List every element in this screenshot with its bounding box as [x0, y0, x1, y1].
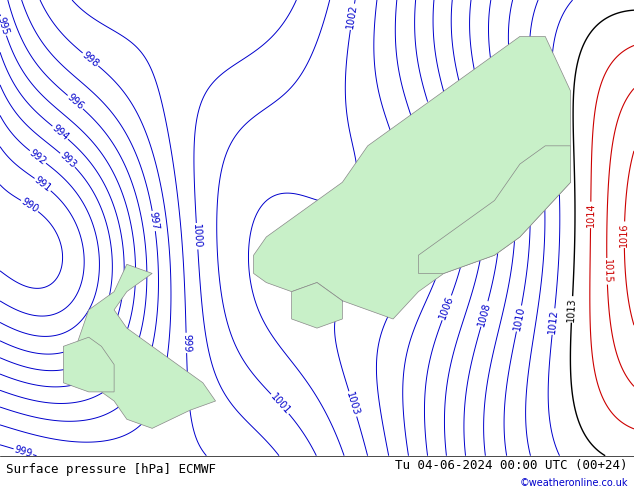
- Text: 998: 998: [81, 49, 101, 69]
- Text: 1007: 1007: [460, 101, 476, 127]
- Text: 1003: 1003: [344, 391, 361, 417]
- Text: 1002: 1002: [346, 4, 359, 30]
- Text: 997: 997: [148, 211, 160, 231]
- Text: 1012: 1012: [547, 309, 560, 334]
- Text: 1015: 1015: [602, 259, 612, 284]
- Text: 1010: 1010: [512, 306, 526, 332]
- Polygon shape: [76, 264, 216, 428]
- Text: 1001: 1001: [268, 392, 292, 416]
- Text: 1000: 1000: [191, 224, 203, 249]
- Text: Tu 04-06-2024 00:00 UTC (00+24): Tu 04-06-2024 00:00 UTC (00+24): [395, 460, 628, 472]
- Text: 1011: 1011: [529, 104, 543, 130]
- Polygon shape: [63, 337, 114, 392]
- Text: 1014: 1014: [586, 202, 596, 227]
- Text: 999: 999: [13, 444, 34, 459]
- Text: 992: 992: [27, 147, 48, 167]
- Text: 990: 990: [19, 196, 40, 215]
- Text: 1016: 1016: [619, 222, 630, 247]
- Polygon shape: [418, 146, 571, 273]
- Text: 1013: 1013: [566, 297, 578, 322]
- Text: 995: 995: [0, 16, 11, 36]
- Text: 1008: 1008: [476, 301, 493, 327]
- Text: 991: 991: [32, 175, 53, 194]
- Polygon shape: [292, 283, 342, 328]
- Text: 993: 993: [58, 150, 78, 170]
- Text: 1004: 1004: [388, 284, 409, 310]
- Text: Surface pressure [hPa] ECMWF: Surface pressure [hPa] ECMWF: [6, 463, 216, 476]
- Text: 994: 994: [50, 123, 70, 142]
- Text: 1009: 1009: [495, 104, 510, 130]
- Polygon shape: [254, 36, 571, 319]
- Text: ©weatheronline.co.uk: ©weatheronline.co.uk: [519, 478, 628, 488]
- Text: 1006: 1006: [438, 294, 456, 321]
- Text: 996: 996: [65, 92, 86, 112]
- Text: 999: 999: [181, 334, 191, 352]
- Text: 1005: 1005: [423, 101, 440, 127]
